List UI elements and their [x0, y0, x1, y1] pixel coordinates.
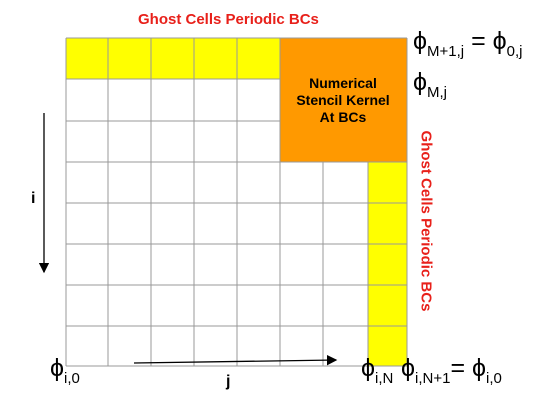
phi-symbol: ϕ [492, 27, 507, 55]
subscript: M,j [427, 84, 448, 101]
subscript: M+1,j [427, 43, 465, 60]
phi-symbol: ϕ [413, 27, 428, 55]
phi-i-N: ϕi,N [361, 354, 393, 387]
grid-lines [65, 37, 408, 367]
phi-M-j: ϕM,j [413, 68, 447, 101]
phi-i-0: ϕi,0 [50, 354, 80, 387]
equals-sign: = [450, 354, 472, 382]
phi-symbol: ϕ [472, 354, 487, 382]
subscript: 0,j [506, 43, 523, 60]
top-ghost-row [66, 38, 280, 79]
subscript: i,N [375, 370, 394, 387]
right-ghost-title: Ghost Cells Periodic BCs [417, 130, 435, 312]
subscript: i,N+1 [415, 370, 451, 387]
stencil-line-2: Stencil Kernel [296, 91, 390, 108]
stencil-line-1: Numerical [309, 74, 377, 91]
stencil-line-3: At BCs [319, 108, 367, 125]
stencil-kernel-region [280, 38, 407, 162]
phi-symbol: ϕ [401, 354, 416, 382]
subscript: i,0 [64, 370, 80, 387]
phi-i-N-plus-1-equals-phi-i-0: ϕi,N+1= ϕi,0 [401, 354, 502, 387]
stencil-kernel-label: Numerical Stencil Kernel At BCs [280, 38, 406, 162]
phi-M-plus-1-j-equals-phi-0-j: ϕM+1,j = ϕ0,j [413, 27, 522, 60]
j-direction-arrow [133, 354, 338, 366]
axis-i-label: i [31, 190, 36, 207]
right-ghost-column [368, 162, 407, 366]
phi-symbol: ϕ [413, 68, 428, 96]
phi-symbol: ϕ [50, 354, 65, 382]
subscript: i,0 [486, 370, 502, 387]
axis-j-label: j [226, 373, 231, 390]
top-ghost-title: Ghost Cells Periodic BCs [138, 11, 319, 28]
phi-symbol: ϕ [361, 354, 376, 382]
equals-sign: = [464, 27, 493, 55]
